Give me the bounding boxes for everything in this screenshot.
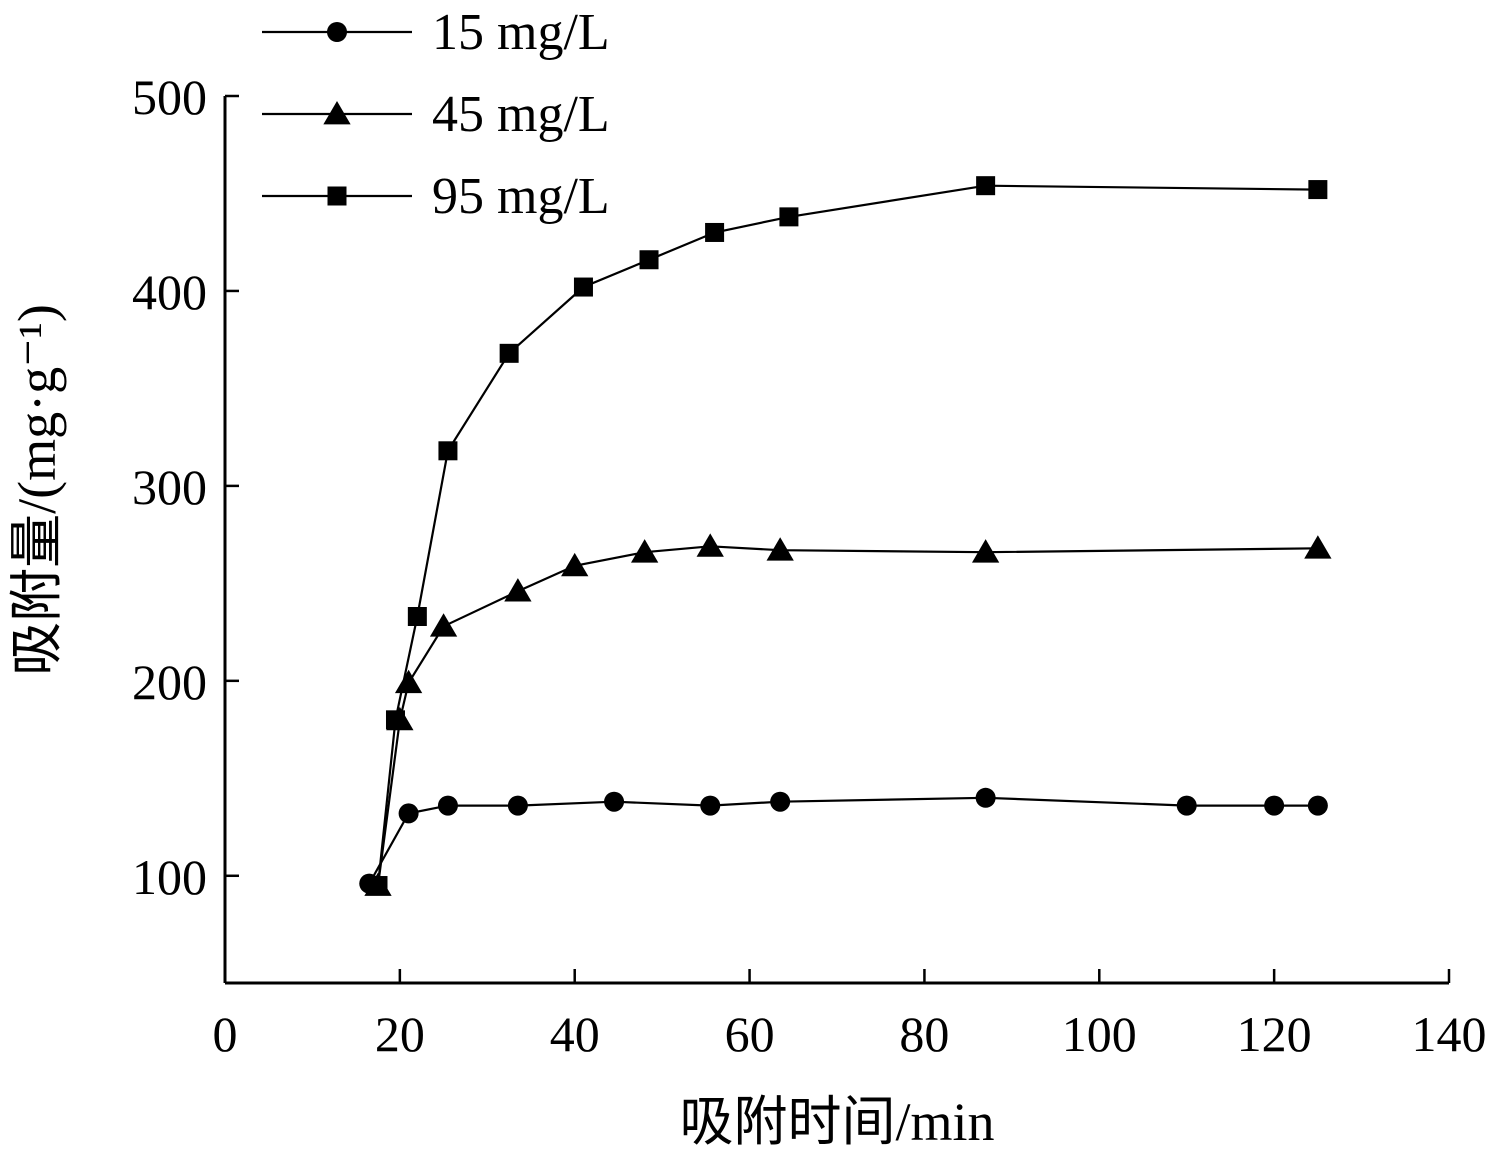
series-line-3 [376, 184, 1318, 886]
x-tick-label: 120 [1237, 1006, 1312, 1062]
data-point-square [385, 710, 405, 730]
data-point-square [499, 343, 519, 363]
y-axis-title: 吸附量/(mg·g⁻¹) [7, 304, 67, 676]
x-tick-label: 80 [899, 1006, 949, 1062]
series-markers [359, 176, 1332, 896]
x-tick-label: 40 [550, 1006, 600, 1062]
data-point-circle [1264, 795, 1285, 816]
legend-marker-square [327, 186, 347, 206]
x-tick-label: 100 [1062, 1006, 1137, 1062]
data-point-circle [770, 791, 791, 812]
y-tick-label: 400 [132, 264, 207, 320]
data-point-triangle [971, 539, 1000, 563]
y-tick-label: 300 [132, 459, 207, 515]
series-lines [368, 184, 1318, 886]
legend-label: 45 mg/L [432, 86, 610, 143]
data-point-square [438, 441, 458, 461]
ticks: 0 20 40 60 80 100 120 140 100 200 300 400 500 [132, 69, 1487, 1062]
x-tick-label: 20 [375, 1006, 425, 1062]
x-tick-label: 140 [1412, 1006, 1487, 1062]
data-point-square [639, 250, 659, 270]
legend-label: 95 mg/L [432, 168, 610, 225]
y-tick-label: 200 [132, 654, 207, 710]
legend-marker-triangle [323, 101, 351, 125]
data-point-square [407, 607, 427, 627]
data-point-triangle [429, 613, 458, 637]
data-point-square [573, 277, 593, 297]
data-point-circle [507, 795, 528, 816]
data-point-circle [437, 795, 458, 816]
data-point-circle [398, 803, 419, 824]
data-point-circle [1176, 795, 1197, 816]
data-point-triangle [631, 539, 659, 563]
legend-marker-circle [327, 22, 347, 42]
x-axis-title: 吸附时间/min [679, 1092, 994, 1150]
data-point-square [705, 222, 725, 242]
data-point-circle [604, 791, 625, 812]
x-tick-label: 60 [725, 1006, 775, 1062]
data-point-circle [1307, 795, 1328, 816]
y-tick-label: 100 [132, 849, 207, 905]
data-point-triangle [766, 537, 794, 561]
data-point-circle [700, 795, 721, 816]
data-point-triangle [696, 533, 724, 557]
data-point-circle [975, 787, 996, 808]
x-tick-label: 0 [213, 1006, 238, 1062]
legend-label: 15 mg/L [432, 4, 610, 61]
data-point-square [779, 207, 799, 227]
legend: 15 mg/L 45 mg/L 95 mg/L [262, 4, 610, 225]
y-tick-label: 500 [132, 69, 207, 125]
data-point-triangle [394, 669, 423, 694]
data-point-triangle [504, 578, 532, 602]
data-point-square [1308, 180, 1328, 200]
data-point-square [976, 176, 996, 196]
axes [223, 96, 1449, 985]
data-point-square [368, 876, 388, 896]
data-point-triangle [1304, 535, 1332, 559]
data-point-triangle [561, 552, 589, 577]
